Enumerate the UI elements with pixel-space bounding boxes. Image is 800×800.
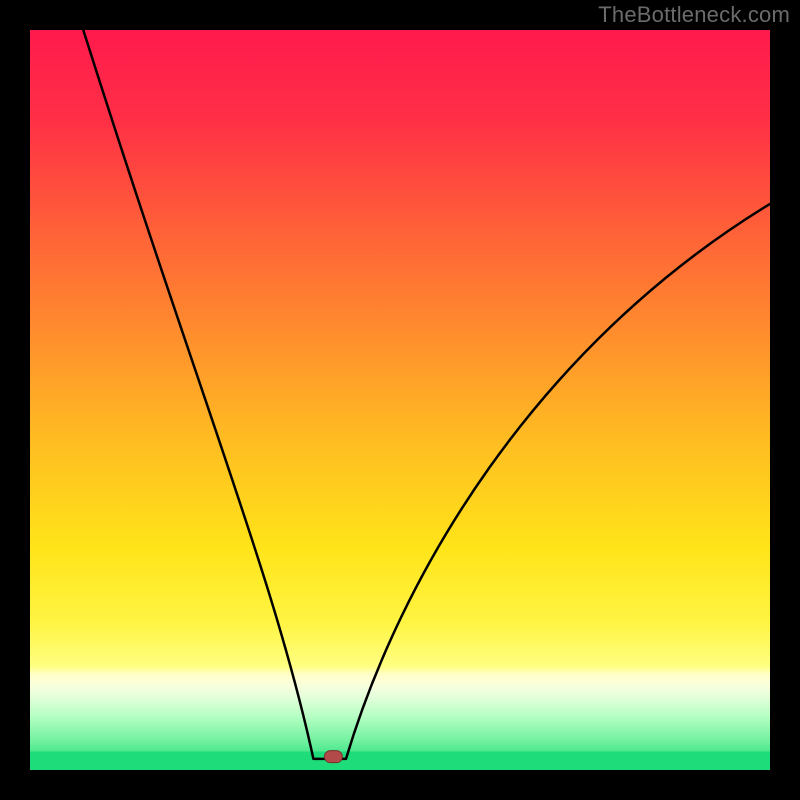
plot-background: [30, 30, 770, 770]
bottom-strip: [30, 752, 770, 771]
apex-marker: [324, 751, 342, 763]
watermark-text: TheBottleneck.com: [598, 2, 790, 28]
chart-container: TheBottleneck.com: [0, 0, 800, 800]
chart-svg: [0, 0, 800, 800]
